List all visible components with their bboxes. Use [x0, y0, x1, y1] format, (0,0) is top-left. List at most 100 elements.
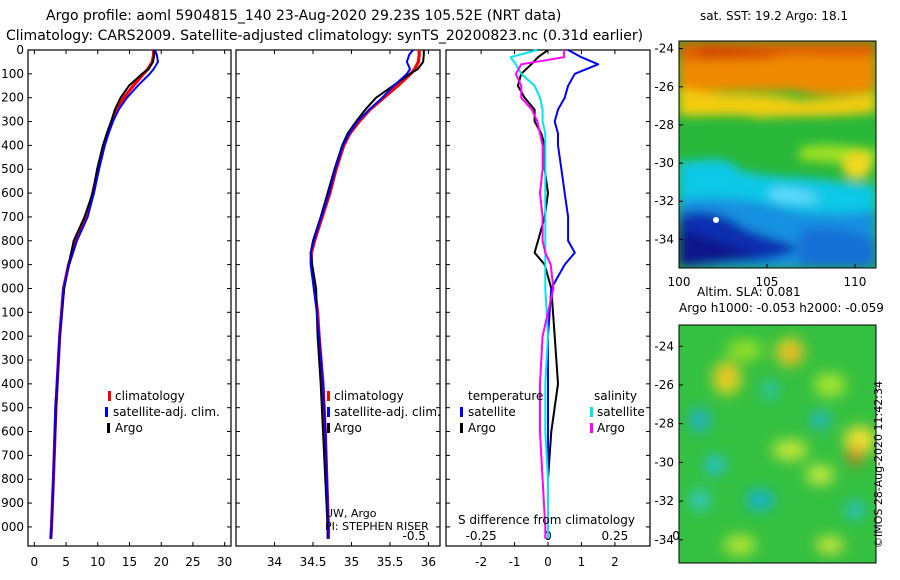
depth-tick-label: 1500: [0, 401, 24, 415]
title-line-2: Climatology: CARS2009. Satellite-adjuste…: [6, 28, 643, 44]
timestamp-stamp: ©IMOS 28-Aug-2020 11:42:34: [872, 381, 885, 548]
salinity-legend: climatology satellite-adj. clim. Argo UW…: [325, 389, 441, 533]
series-sal-climatology: [309, 50, 421, 539]
difference-tick-label: 1: [578, 555, 586, 569]
legend-title-temperature: temperature: [468, 389, 543, 403]
depth-tick-label: 1900: [0, 496, 24, 510]
legend-label-argo-s: Argo: [597, 421, 625, 435]
legend-swatch-argo: [107, 423, 110, 433]
series-sal-argo: [309, 50, 425, 539]
series-diff-satellite-t: [547, 49, 600, 539]
s-difference-tick-label: -0.5: [403, 529, 426, 543]
depth-tick-label: 500: [1, 162, 24, 176]
credit-line-2: PI: STEPHEN RISER: [325, 520, 429, 533]
depth-tick-label: 1300: [0, 353, 24, 367]
argo-position-marker: [713, 217, 719, 223]
salinity-tick-label: 35: [344, 555, 359, 569]
title-line-1: Argo profile: aoml 5904815_140 23-Aug-20…: [46, 8, 561, 24]
difference-tick-label: 2: [611, 555, 619, 569]
series-diff-satellite-s: [509, 49, 549, 539]
legend-label-argo: Argo: [334, 421, 362, 435]
salinity-tick-label: 35.5: [377, 555, 404, 569]
legend-label-satellite-s: satellite: [597, 405, 645, 419]
sst-lon-tick-label: 110: [843, 275, 866, 289]
depth-tick-label: 700: [1, 210, 24, 224]
difference-tick-label: -1: [509, 555, 521, 569]
depth-tick-label: 2000: [0, 520, 24, 534]
legend-swatch-climatology: [108, 391, 111, 401]
depth-tick-label: 1200: [0, 329, 24, 343]
depth-tick-label: 1400: [0, 377, 24, 391]
temperature-tick-label: 10: [90, 555, 105, 569]
sla-lat-tick-label: -28: [654, 417, 674, 431]
sla-lat-tick-label: -26: [654, 378, 674, 392]
sst-map-title: sat. SST: 19.2 Argo: 18.1: [700, 9, 848, 23]
temperature-panel: [27, 49, 232, 547]
legend-swatch-satellite-s: [590, 407, 593, 417]
depth-tick-label: 1600: [0, 425, 24, 439]
temperature-tick-label: 25: [185, 555, 200, 569]
temperature-legend: climatology satellite-adj. clim. Argo: [105, 389, 220, 435]
depth-tick-label: 200: [1, 91, 24, 105]
legend-swatch-satellite: [327, 407, 330, 417]
legend-swatch-argo: [327, 423, 330, 433]
s-difference-tick-label: 0.25: [602, 529, 629, 543]
s-difference-label: S difference from climatology: [458, 513, 635, 527]
s-difference-tick-label: -0.25: [466, 529, 497, 543]
sla-map-axes: -24 -26 -28 -30 -32 -34: [654, 339, 683, 547]
legend-swatch-climatology: [327, 391, 330, 401]
sla-map-title-1: Altim. SLA: 0.081: [697, 285, 801, 299]
sst-lat-tick-label: -32: [654, 194, 674, 208]
sst-lat-tick-label: -28: [654, 118, 674, 132]
sla-lat-tick-label: -32: [654, 494, 674, 508]
legend-swatch-satellite: [105, 407, 108, 417]
salinity-tick-label: 36: [421, 555, 436, 569]
sst-lon-tick-label: 100: [668, 275, 691, 289]
series-diff-argo-s: [514, 50, 566, 539]
legend-label-climatology: climatology: [334, 389, 404, 403]
temperature-tick-label: 0: [31, 555, 39, 569]
sla-lat-tick-label: -34: [654, 533, 674, 547]
sst-map-image: [679, 41, 876, 268]
depth-tick-label: 1700: [0, 448, 24, 462]
temperature-tick-label: 5: [62, 555, 70, 569]
sla-map-image: [679, 325, 876, 563]
legend-label-satellite: satellite-adj. clim.: [113, 405, 220, 419]
temperature-plot: 0 5 10 15 20 25 30: [31, 49, 232, 569]
difference-tick-label: 0: [544, 555, 552, 569]
depth-tick-label: 300: [1, 115, 24, 129]
legend-label-argo: Argo: [115, 421, 143, 435]
depth-tick-label: 100: [1, 67, 24, 81]
legend-title-salinity: salinity: [594, 389, 637, 403]
difference-tick-label: -2: [475, 555, 487, 569]
legend-label-argo-t: Argo: [468, 421, 496, 435]
temperature-tick-label: 20: [154, 555, 169, 569]
depth-tick-label: 800: [1, 234, 24, 248]
series-temp-climatology: [49, 50, 156, 539]
series-temp-satellite: [49, 49, 159, 539]
salinity-panel: [235, 49, 441, 547]
temperature-tick-label: 30: [217, 555, 232, 569]
depth-tick-label: 900: [1, 258, 24, 272]
temperature-tick-label: 15: [122, 555, 137, 569]
sla-lat-tick-label: -30: [654, 455, 674, 469]
salinity-plot: 34 34.5 35 35.5 36: [267, 49, 436, 569]
legend-swatch-satellite-t: [460, 407, 463, 417]
sst-lat-tick-label: -24: [654, 42, 674, 56]
legend-swatch-argo-t: [460, 423, 463, 433]
depth-tick-label: 400: [1, 138, 24, 152]
legend-label-satellite-t: satellite: [468, 405, 516, 419]
salinity-tick-label: 34.5: [300, 555, 327, 569]
sst-lat-tick-label: -34: [654, 232, 674, 246]
series-sal-satellite: [309, 49, 414, 539]
depth-tick-label: 1800: [0, 472, 24, 486]
legend-swatch-argo-s: [590, 423, 593, 433]
series-temp-argo: [49, 50, 156, 539]
depth-tick-label: 1000: [0, 281, 24, 295]
sst-lon-tick-label: 105: [755, 275, 778, 289]
sla-lat-tick-label: -24: [654, 339, 674, 353]
